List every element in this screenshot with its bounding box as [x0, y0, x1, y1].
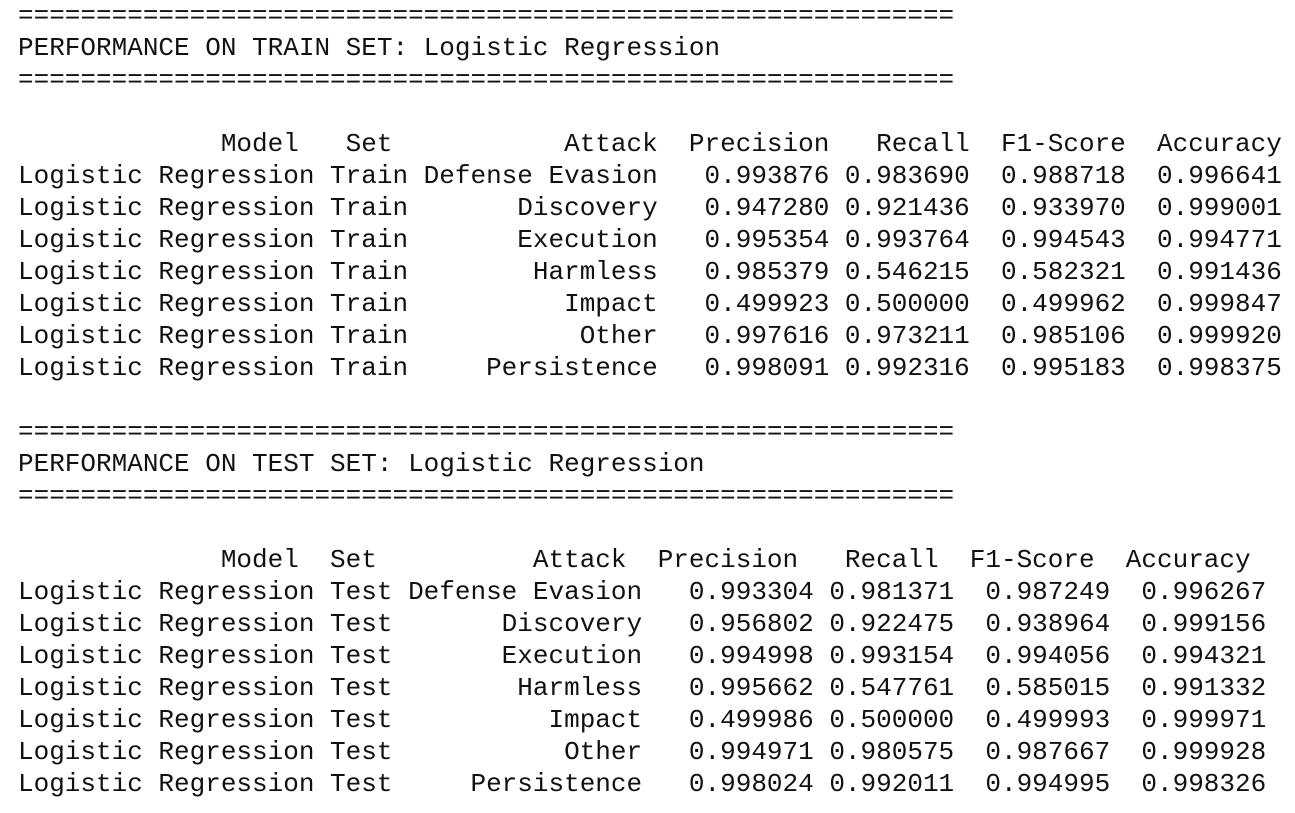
console-output: ========================================… [18, 0, 1282, 800]
separator-line: ========================================… [18, 65, 955, 95]
blank-line [18, 512, 1282, 544]
table-row: Logistic Regression Train Execution 0.99… [18, 225, 1282, 255]
separator-line: ========================================… [18, 481, 955, 511]
table-row: Logistic Regression Test Persistence 0.9… [18, 769, 1267, 799]
table-row: Logistic Regression Test Defense Evasion… [18, 577, 1267, 607]
train-section: ========================================… [18, 0, 1282, 416]
blank-line [18, 96, 1282, 128]
blank-line [18, 384, 1282, 416]
table-row: Logistic Regression Test Execution 0.994… [18, 641, 1267, 671]
table-row: Logistic Regression Train Harmless 0.985… [18, 257, 1282, 287]
section-title: PERFORMANCE ON TRAIN SET: Logistic Regre… [18, 33, 721, 63]
table-row: Logistic Regression Test Harmless 0.9956… [18, 673, 1267, 703]
separator-line: ========================================… [18, 417, 955, 447]
separator-line: ========================================… [18, 1, 955, 31]
table-header: Model Set Attack Precision Recall F1-Sco… [18, 129, 1282, 159]
table-row: Logistic Regression Train Defense Evasio… [18, 161, 1282, 191]
test-section: ========================================… [18, 416, 1282, 800]
table-row: Logistic Regression Train Other 0.997616… [18, 321, 1282, 351]
table-row: Logistic Regression Train Discovery 0.94… [18, 193, 1282, 223]
table-row: Logistic Regression Test Discovery 0.956… [18, 609, 1267, 639]
table-row: Logistic Regression Train Impact 0.49992… [18, 289, 1282, 319]
table-row: Logistic Regression Train Persistence 0.… [18, 353, 1282, 383]
table-row: Logistic Regression Test Other 0.994971 … [18, 737, 1267, 767]
table-row: Logistic Regression Test Impact 0.499986… [18, 705, 1267, 735]
table-header: Model Set Attack Precision Recall F1-Sco… [18, 545, 1251, 575]
section-title: PERFORMANCE ON TEST SET: Logistic Regres… [18, 449, 705, 479]
